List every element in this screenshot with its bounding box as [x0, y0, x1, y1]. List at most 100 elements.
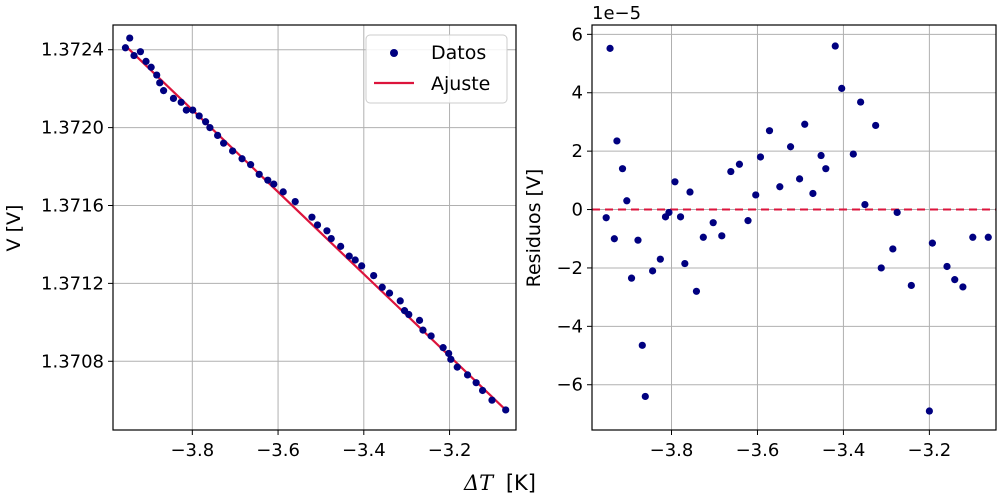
left-y-axis-label: V [V] [3, 205, 25, 252]
residual-point [606, 44, 614, 52]
data-point [351, 256, 359, 264]
data-point [405, 310, 413, 319]
data-point [206, 124, 214, 132]
data-point [439, 344, 447, 352]
residual-point [718, 232, 726, 240]
data-point [279, 188, 287, 196]
data-point [214, 131, 222, 140]
x-label-math: ΔT [463, 471, 495, 495]
residual-point [627, 274, 636, 282]
data-point [445, 349, 453, 358]
residual-point [744, 217, 752, 225]
data-point [427, 332, 435, 340]
x-label-unit: [K] [506, 471, 536, 495]
residual-point [681, 259, 689, 268]
residual-point [786, 143, 795, 151]
data-point [472, 379, 480, 387]
residual-point [613, 137, 621, 145]
shared-x-axis-label: ΔT [K] [463, 471, 536, 495]
residual-point [756, 153, 765, 161]
x-tick-label: −3.6 [736, 440, 780, 461]
data-point [323, 227, 331, 235]
residual-point [809, 189, 817, 198]
data-point [169, 94, 178, 103]
left-plot-frame [112, 24, 517, 431]
data-point [358, 262, 366, 270]
residual-point [765, 127, 774, 135]
residual-point [795, 175, 804, 183]
data-point [238, 155, 246, 163]
residual-point [641, 392, 649, 401]
residual-point [649, 267, 657, 275]
x-tick-label: −3.4 [342, 440, 386, 461]
voltage-fit-plot: −3.8 −3.6 −3.4 −3.2 1.3708 1.3712 1.3716 1.372… [3, 24, 517, 461]
y-tick-label: 0 [572, 200, 583, 221]
residual-point [861, 200, 869, 209]
data-point [126, 34, 134, 42]
offset-text: 1e−5 [592, 3, 641, 24]
data-point [270, 180, 278, 188]
data-point [502, 406, 510, 414]
residual-point [602, 214, 610, 222]
residual-point [907, 281, 915, 290]
residual-point [928, 239, 936, 247]
data-point [156, 79, 164, 87]
left-y-ticks: 1.3708 1.3712 1.3716 1.3720 1.3724 [41, 40, 113, 372]
y-tick-label: 1.3724 [41, 40, 104, 61]
residual-point [925, 407, 933, 415]
residuals-plot: −3.8 −3.6 −3.4 −3.2 −6 −4 −2 0 2 4 6 Residuos [V]… [523, 3, 997, 461]
y-tick-label: 1.3716 [41, 195, 104, 216]
residual-point [969, 233, 977, 241]
residual-point [877, 264, 885, 272]
data-points [121, 34, 510, 414]
x-tick-label: −3.8 [170, 440, 214, 461]
y-tick-label: 1.3720 [41, 118, 104, 139]
residual-points [602, 42, 992, 415]
data-point [202, 118, 210, 126]
data-point [182, 106, 190, 114]
right-x-ticks: −3.8 −3.6 −3.4 −3.2 [650, 430, 952, 461]
data-point [195, 112, 203, 120]
residual-point [857, 98, 865, 106]
residual-point [656, 255, 664, 263]
data-point [488, 396, 496, 404]
residual-point [692, 287, 701, 295]
x-tick-label: −3.2 [908, 440, 952, 461]
residual-point [676, 213, 685, 221]
residual-point [801, 120, 809, 128]
data-point [291, 198, 299, 206]
data-point [130, 51, 138, 60]
residual-point [634, 236, 642, 244]
x-tick-label: −3.2 [428, 440, 472, 461]
data-point [378, 283, 386, 291]
data-point [159, 87, 168, 95]
data-point [345, 252, 353, 260]
left-x-ticks: −3.8 −3.6 −3.4 −3.2 [170, 430, 471, 461]
data-point [147, 63, 155, 71]
y-tick-label: 2 [572, 141, 583, 162]
residual-point [699, 233, 707, 241]
residual-point [686, 188, 694, 196]
data-point [153, 71, 161, 79]
y-tick-label: −4 [556, 316, 583, 337]
residual-point [610, 235, 618, 243]
data-point [136, 48, 145, 56]
data-point [419, 326, 427, 334]
y-tick-label: 1.3712 [41, 273, 104, 294]
legend-label-datos: Datos [431, 42, 486, 64]
residual-point [665, 208, 673, 217]
residual-point [838, 84, 846, 92]
data-point [229, 147, 237, 155]
residual-point [822, 165, 830, 173]
residual-point [951, 276, 959, 284]
residual-point [817, 151, 825, 160]
residual-point [889, 245, 897, 253]
data-point [447, 355, 455, 363]
right-plot-background [592, 25, 996, 430]
residual-point [618, 165, 627, 173]
data-point [177, 98, 185, 106]
data-point [370, 271, 378, 280]
data-point [313, 221, 322, 229]
residual-point [638, 341, 646, 349]
residual-point [943, 262, 951, 271]
